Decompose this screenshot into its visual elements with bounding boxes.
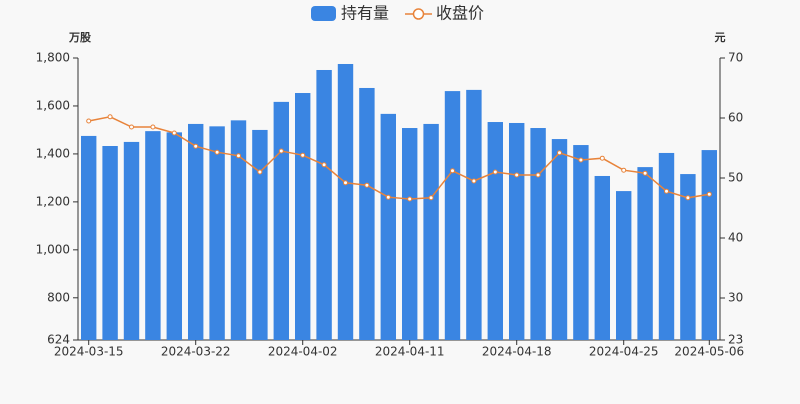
bar bbox=[658, 152, 675, 340]
price-point bbox=[535, 172, 541, 178]
tick-label: 1,600 bbox=[36, 98, 70, 112]
price-point bbox=[300, 152, 306, 158]
price-point bbox=[578, 157, 584, 163]
price-point bbox=[492, 169, 498, 175]
bar bbox=[316, 69, 332, 340]
tick-label: 1,200 bbox=[36, 194, 70, 208]
bar bbox=[230, 120, 247, 340]
price-point bbox=[385, 194, 391, 200]
price-line bbox=[88, 116, 710, 200]
x-tick-label: 2024-04-18 bbox=[482, 345, 552, 359]
bar bbox=[680, 174, 696, 340]
bar bbox=[530, 128, 546, 340]
bar bbox=[80, 135, 97, 340]
bar bbox=[359, 87, 375, 340]
bar bbox=[551, 139, 568, 340]
price-point bbox=[171, 130, 177, 136]
tick-label: 30 bbox=[728, 291, 743, 305]
bar bbox=[102, 146, 118, 340]
price-point bbox=[706, 191, 712, 197]
price-point bbox=[642, 170, 648, 176]
bar bbox=[508, 122, 525, 340]
bar bbox=[252, 129, 268, 340]
tick-label: 624 bbox=[47, 333, 70, 347]
price-point bbox=[407, 196, 413, 202]
legend-label: 持有量 bbox=[341, 4, 389, 23]
x-tick-label: 2024-03-22 bbox=[161, 345, 231, 359]
bar bbox=[273, 101, 290, 340]
bar bbox=[145, 131, 161, 340]
tick-label: 60 bbox=[728, 111, 743, 125]
price-point bbox=[129, 124, 134, 130]
price-point bbox=[236, 153, 241, 159]
price-point bbox=[278, 148, 284, 154]
price-point bbox=[664, 188, 669, 194]
bar bbox=[637, 167, 653, 340]
x-tick-label: 2024-04-25 bbox=[589, 345, 659, 359]
price-point bbox=[428, 195, 434, 201]
bar bbox=[337, 63, 354, 340]
price-point bbox=[150, 124, 156, 130]
bar bbox=[294, 93, 311, 341]
price-point bbox=[685, 195, 691, 201]
tick-label: 1,000 bbox=[36, 242, 70, 256]
price-point bbox=[214, 149, 220, 155]
bar bbox=[487, 122, 504, 340]
x-tick-label: 2024-04-02 bbox=[268, 345, 338, 359]
bar bbox=[380, 113, 397, 340]
legend-swatch bbox=[311, 6, 336, 21]
tick-label: 1,800 bbox=[36, 51, 70, 65]
x-tick-label: 2024-03-15 bbox=[54, 345, 124, 359]
price-point bbox=[364, 182, 370, 188]
bar bbox=[444, 91, 461, 341]
price-point bbox=[193, 143, 199, 149]
y2-unit: 元 bbox=[715, 31, 726, 44]
bar bbox=[701, 150, 718, 340]
tick-label: 1,400 bbox=[36, 146, 70, 160]
x-tick-label: 2024-05-06 bbox=[674, 345, 744, 359]
legend-label: 收盘价 bbox=[436, 4, 484, 23]
price-point bbox=[599, 155, 605, 161]
price-point bbox=[557, 150, 562, 156]
legend-swatch bbox=[412, 8, 425, 20]
bar bbox=[594, 175, 611, 340]
price-point bbox=[86, 118, 92, 124]
price-point bbox=[343, 180, 348, 186]
price-point bbox=[450, 168, 455, 174]
tick-label: 800 bbox=[47, 290, 70, 304]
x-tick-label: 2024-04-11 bbox=[375, 345, 445, 359]
bar bbox=[573, 145, 589, 340]
bar bbox=[615, 191, 632, 340]
tick-label: 70 bbox=[728, 51, 743, 65]
price-point bbox=[321, 162, 327, 168]
bar bbox=[187, 123, 204, 340]
price-point bbox=[621, 167, 627, 173]
y-unit: 万股 bbox=[68, 31, 92, 44]
price-point bbox=[107, 114, 113, 120]
tick-label: 23 bbox=[728, 333, 743, 347]
bar bbox=[166, 132, 183, 340]
tick-label: 50 bbox=[728, 171, 743, 185]
tick-label: 40 bbox=[728, 231, 743, 245]
bar bbox=[423, 123, 439, 340]
bar bbox=[209, 126, 225, 341]
bar bbox=[401, 128, 418, 340]
bar bbox=[123, 141, 140, 340]
price-point bbox=[257, 169, 263, 175]
bar bbox=[466, 89, 482, 341]
price-point bbox=[514, 172, 520, 178]
price-point bbox=[471, 178, 477, 184]
